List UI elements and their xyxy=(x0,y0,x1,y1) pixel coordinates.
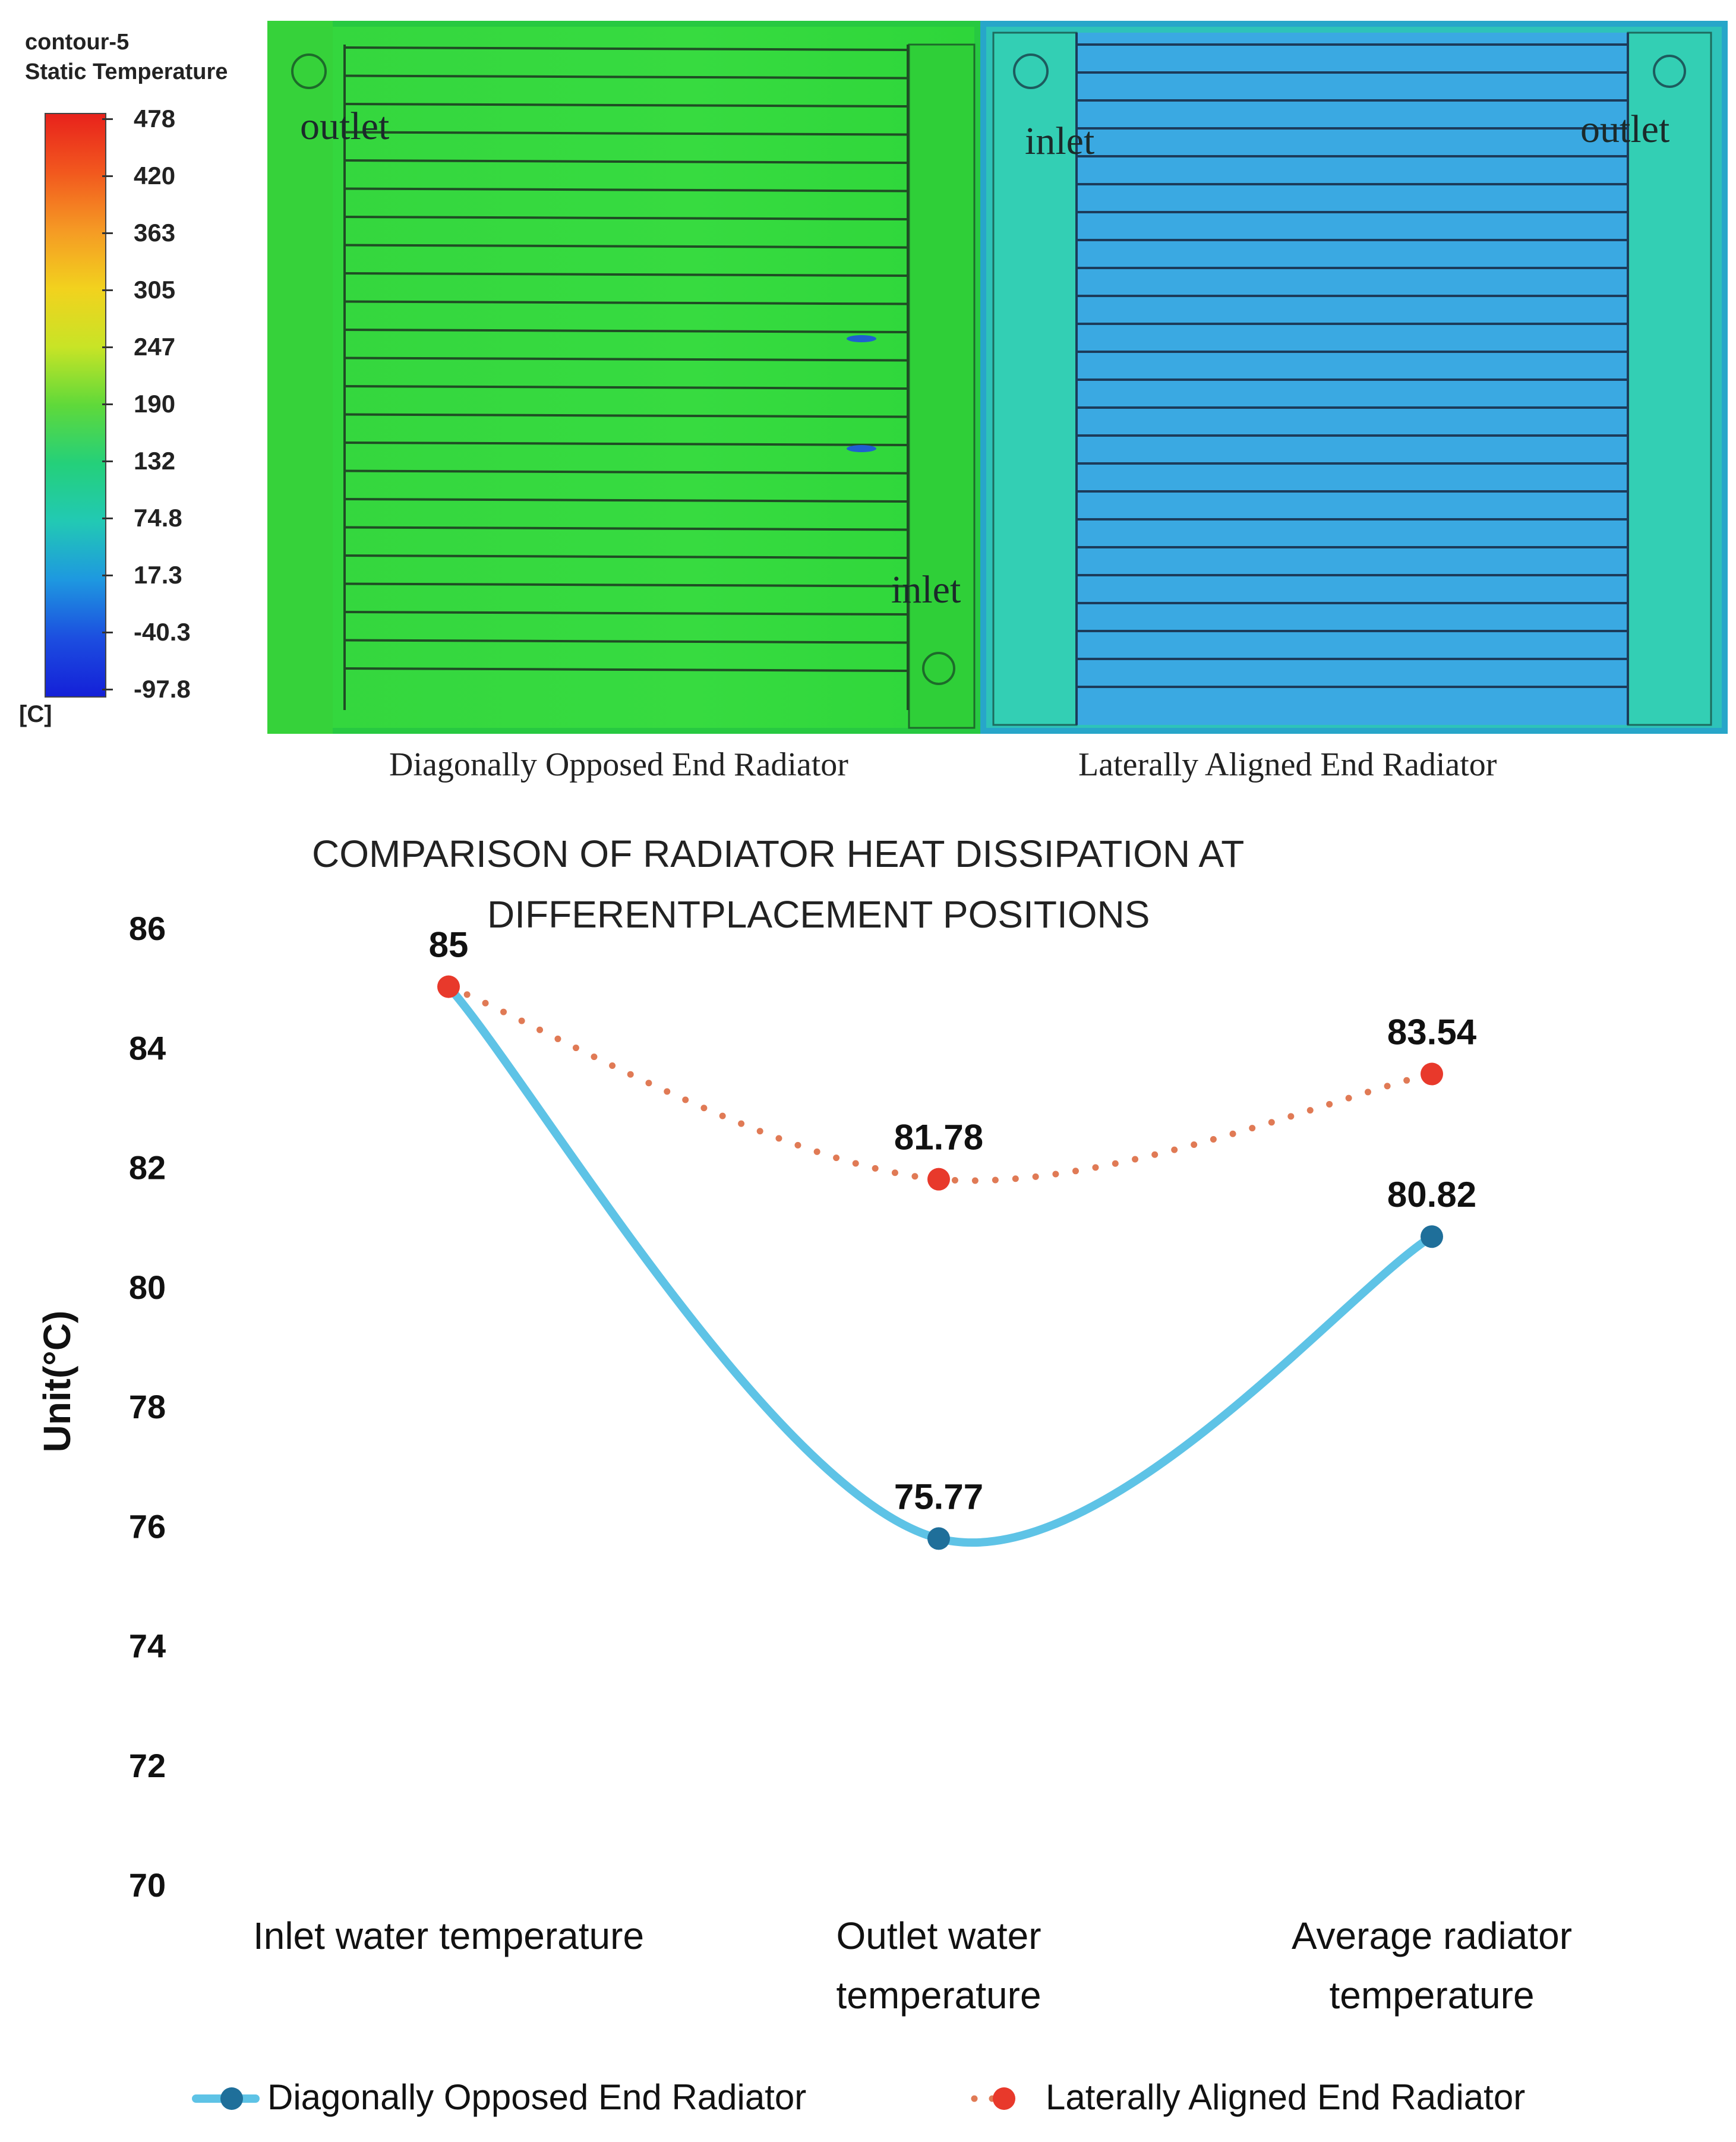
caption-left: Diagonally Opposed End Radiator xyxy=(389,746,848,783)
y-tick-label: 84 xyxy=(129,1029,166,1067)
series-line-diagonal xyxy=(444,982,1436,1547)
colorbar-tick-mark xyxy=(102,632,113,633)
radiator-fin xyxy=(344,526,908,531)
colorbar-tick-label: 305 xyxy=(134,276,176,304)
chart-title-line2: DIFFERENTPLACEMENT POSITIONS xyxy=(487,893,1150,936)
y-tick-label: 80 xyxy=(129,1269,166,1306)
colorbar-tick-label: -97.8 xyxy=(134,675,191,703)
colorbar-tick-label: 190 xyxy=(134,390,176,418)
colorbar-tick-label: 478 xyxy=(134,105,176,133)
colorbar-tick-label: 420 xyxy=(134,162,176,190)
legend-title-line1: contour-5 xyxy=(25,30,130,55)
colorbar-tick-mark xyxy=(102,232,113,234)
contour-panel-diagonal: outlet inlet xyxy=(267,21,980,734)
radiator-fin xyxy=(344,582,908,588)
legend-swatch-marker-diagonal xyxy=(220,2087,243,2110)
inlet-label-right: inlet xyxy=(1025,119,1095,163)
colorbar-tick-label: 74.8 xyxy=(134,504,182,532)
radiator-fin xyxy=(344,187,908,193)
radiator-fin xyxy=(344,441,908,446)
radiator-fin xyxy=(344,103,908,108)
y-tick-label: 70 xyxy=(129,1866,166,1904)
colorbar-unit: [C] xyxy=(19,701,52,727)
data-label-lateral: 83.54 xyxy=(1387,1012,1477,1052)
radiator-fin xyxy=(344,244,908,249)
data-point-lateral xyxy=(927,1168,950,1191)
radiator-fin xyxy=(344,667,908,672)
radiator-fin xyxy=(344,554,908,559)
radiator-fin xyxy=(344,357,908,362)
data-label-lateral: 85 xyxy=(429,925,469,965)
x-tick-label: Inlet water temperature xyxy=(253,1914,644,1957)
x-tick-label: temperature xyxy=(836,1974,1041,2017)
radiator-fin xyxy=(344,300,908,305)
caption-right: Laterally Aligned End Radiator xyxy=(1078,746,1497,783)
colorbar-tick-mark xyxy=(102,575,113,576)
colorbar-tick-mark xyxy=(102,118,113,120)
radiator-fin xyxy=(344,46,908,51)
radiator-diagonal-graphic xyxy=(267,21,980,734)
y-tick-label: 82 xyxy=(129,1149,166,1187)
colorbar-tick-label: 363 xyxy=(134,219,176,247)
radiator-fin xyxy=(344,272,908,277)
radiator-fin xyxy=(344,639,908,644)
y-tick-label: 86 xyxy=(129,910,166,947)
legend-swatch-marker-lateral xyxy=(993,2087,1015,2110)
colorbar-tick-label: 247 xyxy=(134,333,176,361)
data-point-lateral xyxy=(437,975,460,998)
colorbar-tick-mark xyxy=(102,289,113,291)
x-tick-label: Outlet water xyxy=(836,1914,1041,1957)
data-label-diagonal: 75.77 xyxy=(894,1477,983,1516)
colorbar-tick-label: 132 xyxy=(134,447,176,475)
radiator-fin xyxy=(344,498,908,503)
y-tick-label: 72 xyxy=(129,1747,166,1784)
data-label-lateral: 81.78 xyxy=(894,1118,983,1157)
radiator-fin xyxy=(344,74,908,80)
legend-title-line2: Static Temperature xyxy=(25,59,228,84)
radiator-fin xyxy=(344,159,908,164)
y-tick-label: 76 xyxy=(129,1507,166,1545)
radiator-fin xyxy=(344,385,908,390)
legend-label-diagonal: Diagonally Opposed End Radiator xyxy=(267,2077,806,2117)
radiator-fin xyxy=(344,131,908,136)
data-point-lateral xyxy=(1421,1062,1443,1086)
data-point-diagonal xyxy=(1421,1225,1443,1248)
chart-canvas: 70 72 74 76 78 80 82 84 86 Unit(°C) Inlet water te… xyxy=(36,910,1572,2117)
radiator-fin xyxy=(344,611,908,616)
y-tick-label: 78 xyxy=(129,1388,166,1425)
data-label-diagonal: 80.82 xyxy=(1387,1175,1476,1214)
colorbar-legend: contour-5 Static Temperature 478 420 363 30… xyxy=(12,24,261,743)
radiator-lateral-graphic xyxy=(980,21,1728,734)
colorbar-tick-mark xyxy=(102,460,113,462)
radiator-fin xyxy=(344,413,908,418)
line-chart: COMPARISON OF RADIATOR HEAT DISSIPATION … xyxy=(0,820,1736,2139)
y-axis-label: Unit(°C) xyxy=(36,1311,78,1453)
colorbar-tick-mark xyxy=(102,346,113,348)
radiator-fin xyxy=(344,216,908,220)
colorbar-tick-mark xyxy=(102,403,113,405)
colorbar-tick-label: 17.3 xyxy=(134,561,182,589)
contour-panel-lateral: inlet outlet xyxy=(980,21,1728,734)
chart-title-line1: COMPARISON OF RADIATOR HEAT DISSIPATION … xyxy=(312,832,1245,875)
radiator-fin xyxy=(344,469,908,475)
colorbar-tick-mark xyxy=(102,175,113,177)
x-tick-label: Average radiator xyxy=(1292,1914,1572,1957)
colorbar-tick-mark xyxy=(102,689,113,690)
colorbar-tick-label: -40.3 xyxy=(134,618,191,646)
legend-label-lateral: Laterally Aligned End Radiator xyxy=(1046,2077,1525,2117)
radiator-fin xyxy=(344,329,908,333)
outlet-label-right: outlet xyxy=(1580,108,1670,151)
y-tick-label: 74 xyxy=(129,1627,166,1665)
outlet-label: outlet xyxy=(300,105,390,148)
colorbar-tick-mark xyxy=(102,518,113,519)
inlet-label: inlet xyxy=(891,568,961,611)
data-point-diagonal xyxy=(927,1527,950,1550)
colorbar xyxy=(45,113,106,698)
x-tick-label: temperature xyxy=(1329,1974,1534,2017)
